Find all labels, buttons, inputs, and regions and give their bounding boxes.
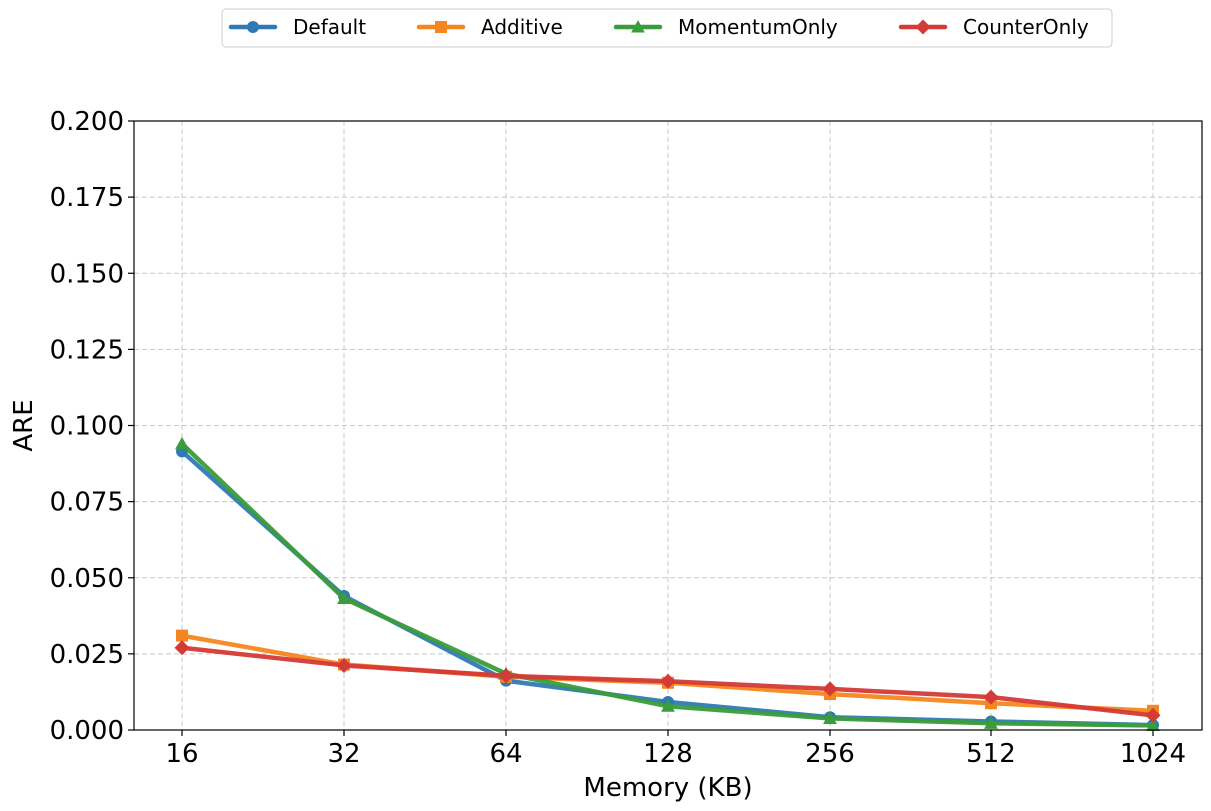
legend-label: CounterOnly (963, 15, 1089, 39)
x-tick-label: 16 (165, 739, 198, 769)
x-axis-title: Memory (KB) (583, 773, 752, 803)
data-point (336, 657, 352, 673)
y-tick-label: 0.075 (50, 488, 124, 518)
series-layer (174, 436, 1161, 732)
data-point (661, 699, 675, 712)
data-point (498, 668, 514, 684)
legend-marker (915, 19, 931, 35)
series-counteronly (174, 640, 1161, 723)
legend: Default Additive MomentumOnly CounterOnly (221, 8, 1113, 48)
x-tick-label: 128 (643, 739, 693, 769)
y-axis-title: ARE (9, 399, 39, 451)
y-ticks: 0.000 0.025 0.050 0.075 0.100 0.125 0.150 0.175… (50, 107, 134, 746)
data-point (175, 436, 189, 450)
data-point (823, 711, 837, 724)
legend-item: Additive (416, 15, 563, 39)
y-tick-label: 0.100 (50, 412, 124, 442)
data-point (337, 591, 351, 604)
legend-label: Default (293, 15, 366, 39)
data-point (984, 716, 998, 729)
legend-marker (247, 21, 259, 33)
y-tick-label: 0.000 (50, 716, 124, 746)
x-tick-label: 64 (489, 739, 522, 769)
legend-box (221, 8, 1113, 48)
y-tick-label: 0.175 (50, 183, 124, 213)
data-point (1145, 707, 1161, 723)
x-tick-label: 256 (805, 739, 855, 769)
data-point (1146, 718, 1160, 731)
data-point (174, 640, 190, 656)
data-point (176, 629, 188, 642)
data-point (822, 681, 838, 697)
legend-marker (631, 20, 645, 33)
data-point (660, 673, 676, 689)
legend-item: CounterOnly (898, 15, 1089, 39)
legend-label: MomentumOnly (678, 15, 838, 39)
y-tick-label: 0.050 (50, 564, 124, 594)
x-tick-label: 32 (327, 739, 360, 769)
grid (134, 120, 1202, 731)
legend-item: MomentumOnly (613, 15, 838, 39)
y-tick-label: 0.125 (50, 335, 124, 365)
data-point (983, 689, 999, 705)
x-tick-label: 1024 (1120, 739, 1186, 769)
legend-label: Additive (481, 15, 563, 39)
legend-marker (435, 21, 447, 33)
y-tick-label: 0.150 (50, 259, 124, 289)
legend-item: Default (228, 15, 366, 39)
x-ticks: 16 32 64 128 256 512 1024 (165, 730, 1186, 769)
x-tick-label: 512 (966, 739, 1016, 769)
y-tick-label: 0.200 (50, 107, 124, 137)
y-tick-label: 0.025 (50, 640, 124, 670)
